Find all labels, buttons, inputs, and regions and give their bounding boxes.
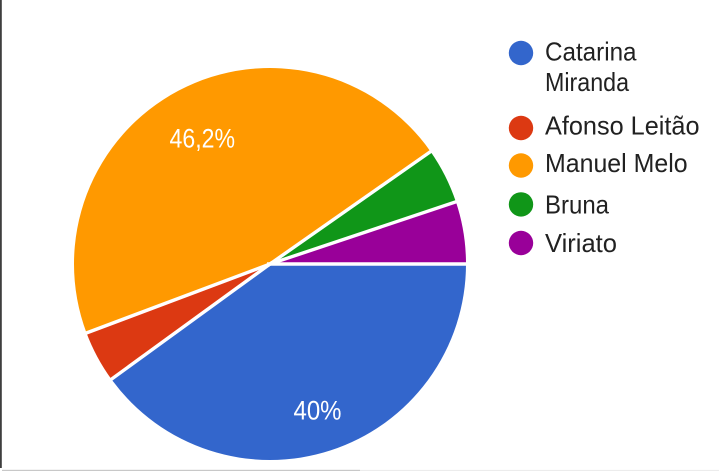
svg-text:Manuel Melo: Manuel Melo bbox=[545, 148, 688, 178]
svg-text:Miranda: Miranda bbox=[545, 67, 629, 97]
svg-text:Bruna: Bruna bbox=[545, 190, 609, 220]
svg-text:46,2%: 46,2% bbox=[170, 123, 236, 153]
svg-text:40%: 40% bbox=[294, 396, 342, 426]
svg-text:Viriato: Viriato bbox=[545, 228, 617, 258]
svg-text:Catarina: Catarina bbox=[545, 37, 637, 67]
svg-text:Afonso Leitão: Afonso Leitão bbox=[545, 111, 700, 141]
